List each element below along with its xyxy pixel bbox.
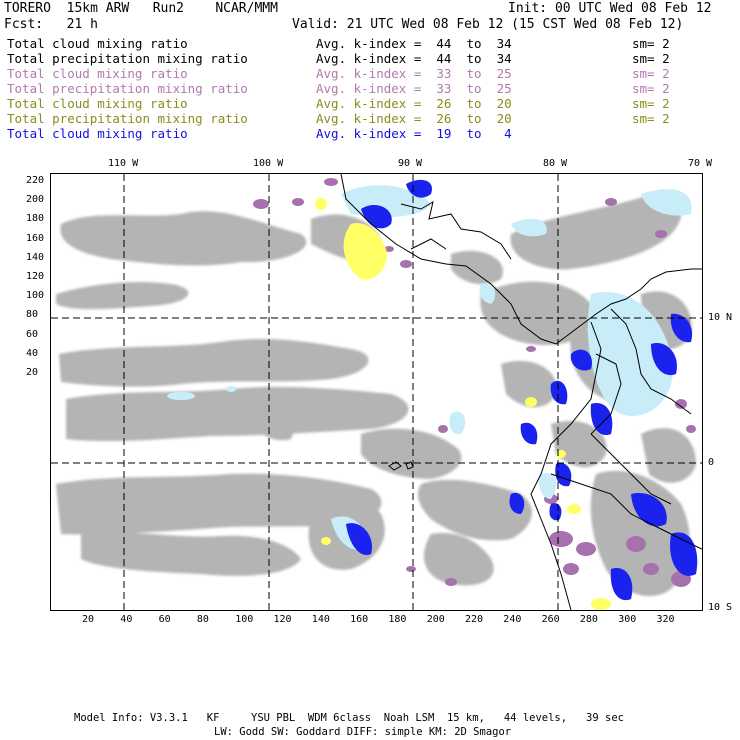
y-tick-label: 100 bbox=[26, 290, 45, 302]
physics-info: LW: Godd SW: Goddard DIFF: simple KM: 2D… bbox=[214, 726, 512, 738]
field-smoothing: sm= 2 bbox=[632, 81, 670, 96]
x-tick-label: 60 bbox=[158, 614, 171, 625]
x-tick-label: 320 bbox=[656, 614, 675, 625]
lon-label-90w: 90 W bbox=[398, 158, 423, 169]
y-tick-label: 180 bbox=[26, 213, 45, 225]
lon-label-70w: 70 W bbox=[688, 158, 713, 169]
field-smoothing: sm= 2 bbox=[632, 51, 670, 66]
valid-time: Valid: 21 UTC Wed 08 Feb 12 (15 CST Wed … bbox=[292, 17, 684, 32]
x-tick-label: 220 bbox=[465, 614, 484, 625]
field-name: Total precipitation mixing ratio bbox=[7, 81, 248, 96]
lon-label-100w: 100 W bbox=[253, 158, 284, 169]
x-tick-label: 240 bbox=[503, 614, 522, 625]
y-tick-label: 60 bbox=[26, 328, 39, 340]
x-tick-label: 300 bbox=[618, 614, 637, 625]
map-svg bbox=[51, 174, 702, 610]
y-tick-label: 160 bbox=[26, 232, 45, 244]
lat-label-10s: 10 S bbox=[708, 602, 733, 613]
field-name: Total cloud mixing ratio bbox=[7, 96, 188, 111]
y-tick-label: 220 bbox=[26, 175, 45, 186]
x-tick-label: 180 bbox=[388, 614, 407, 625]
lightblue-cloud-patches bbox=[167, 185, 692, 551]
y-tick-label: 20 bbox=[26, 367, 39, 378]
field-kindex-range: Avg. k-index = 26 to 20 bbox=[316, 96, 512, 111]
purple-cloud-patches bbox=[253, 178, 696, 587]
x-tick-label: 280 bbox=[579, 614, 598, 625]
field-kindex-range: Avg. k-index = 44 to 34 bbox=[316, 51, 512, 66]
field-name: Total cloud mixing ratio bbox=[7, 126, 188, 141]
y-tick-label: 40 bbox=[26, 347, 39, 359]
y-tick-label: 200 bbox=[26, 194, 45, 206]
field-smoothing: sm= 2 bbox=[632, 66, 670, 81]
x-tick-label: 260 bbox=[541, 614, 560, 625]
field-legend: Total cloud mixing ratio Avg. k-index = 4… bbox=[0, 36, 740, 146]
x-tick-label: 140 bbox=[311, 614, 330, 625]
latlon-grid bbox=[51, 174, 702, 610]
field-kindex-range: Avg. k-index = 33 to 25 bbox=[316, 66, 512, 81]
x-tick-label: 80 bbox=[196, 614, 209, 625]
lat-label-0: 0 bbox=[708, 457, 715, 468]
x-tick-label: 40 bbox=[120, 614, 133, 625]
field-kindex-range: Avg. k-index = 44 to 34 bbox=[316, 36, 512, 51]
model-info: Model Info: V3.3.1 KF YSU PBL WDM 6class… bbox=[74, 712, 624, 724]
map-plot-area bbox=[50, 173, 703, 611]
coastlines bbox=[340, 174, 702, 610]
init-time: Init: 00 UTC Wed 08 Feb 12 bbox=[508, 1, 712, 16]
y-tick-label: 120 bbox=[26, 271, 45, 282]
x-tick-label: 200 bbox=[426, 614, 445, 625]
run-title: TORERO 15km ARW Run2 NCAR/MMM bbox=[4, 1, 278, 16]
field-kindex-range: Avg. k-index = 33 to 25 bbox=[316, 81, 512, 96]
field-smoothing: sm= 2 bbox=[632, 36, 670, 51]
lon-label-80w: 80 W bbox=[543, 158, 568, 169]
field-name: Total precipitation mixing ratio bbox=[7, 111, 248, 126]
lon-label-110w: 110 W bbox=[108, 158, 139, 169]
x-tick-label: 120 bbox=[273, 614, 292, 625]
field-name: Total cloud mixing ratio bbox=[7, 36, 188, 51]
field-smoothing: sm= 2 bbox=[632, 96, 670, 111]
lat-label-10n: 10 N bbox=[708, 312, 733, 323]
field-smoothing: sm= 2 bbox=[632, 111, 670, 126]
x-tick-label: 20 bbox=[82, 614, 95, 625]
field-kindex-range: Avg. k-index = 19 to 4 bbox=[316, 126, 512, 141]
field-name: Total precipitation mixing ratio bbox=[7, 51, 248, 66]
x-tick-label: 100 bbox=[235, 614, 254, 625]
y-tick-label: 140 bbox=[26, 251, 45, 263]
field-kindex-range: Avg. k-index = 26 to 20 bbox=[316, 111, 512, 126]
field-name: Total cloud mixing ratio bbox=[7, 66, 188, 81]
x-tick-label: 160 bbox=[350, 614, 369, 625]
y-tick-label: 80 bbox=[26, 309, 39, 321]
forecast-hour: Fcst: 21 h bbox=[4, 17, 98, 32]
